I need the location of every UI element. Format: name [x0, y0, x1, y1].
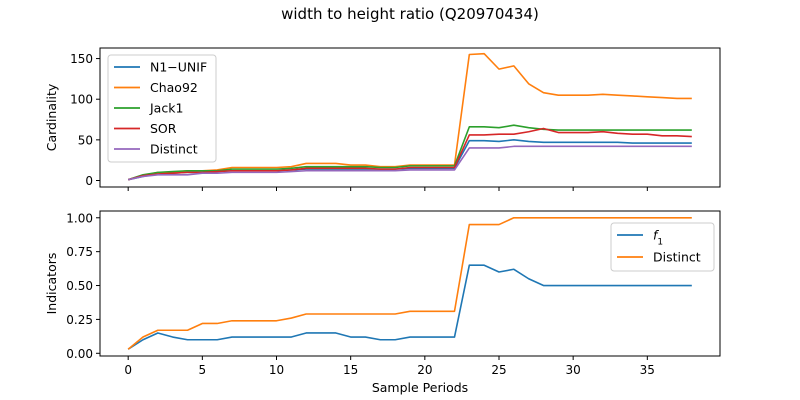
y-tick-label: 50: [78, 133, 93, 147]
x-tick-label: 20: [417, 363, 432, 377]
axes-frame: [99, 47, 721, 188]
legend-label-sor: SOR: [150, 121, 177, 136]
x-tick-label: 25: [491, 363, 506, 377]
legend-label-distinct: Distinct: [150, 142, 198, 157]
y-tick-label: 1.00: [66, 211, 93, 225]
x-tick-label: 5: [199, 363, 207, 377]
cardinality-panel: 0 50 100 150 Cardinality N1−UNIF Chao92 Jack1 SO…: [44, 47, 721, 191]
legend-label-f1: f1: [653, 228, 663, 248]
series-line-chao92: [127, 52, 692, 181]
y-axis-label: Cardinality: [44, 83, 59, 151]
series-line-distinct: [127, 216, 692, 350]
legend-label-chao92: Chao92: [150, 80, 198, 95]
series-line-sor: [127, 127, 692, 181]
y-tick-label: 0.75: [66, 245, 93, 259]
x-tick-label: 30: [566, 363, 581, 377]
series-line-distinct: [128, 145, 692, 181]
y-tick-label: 0: [85, 174, 93, 188]
series-line-f1: [127, 264, 692, 350]
indicators-panel: 0 5 10 15 20 25 30 35 0.00 0.25 0.50 0.75 1.00 Indica…: [44, 210, 721, 395]
y-axis-label: Indicators: [44, 253, 59, 315]
x-tick-label: 10: [269, 363, 284, 377]
y-tick-label: 0.50: [66, 279, 93, 293]
legend-label-distinct: Distinct: [653, 250, 701, 265]
legend-label-n1-unif: N1−UNIF: [150, 60, 207, 75]
series-line-jack1: [127, 124, 692, 181]
x-tick-label: 35: [640, 363, 655, 377]
y-tick-label: 150: [70, 52, 93, 66]
legend: f1 Distinct: [610, 222, 715, 272]
x-axis-label: Sample Periods: [372, 380, 468, 395]
y-tick-label: 0.25: [66, 313, 93, 327]
legend-label-jack1: Jack1: [149, 101, 183, 116]
axes-frame: [99, 210, 721, 357]
x-tick-label: 0: [124, 363, 132, 377]
figure-title: width to height ratio (Q20970434): [281, 5, 539, 23]
legend: N1−UNIF Chao92 Jack1 SOR Distinct: [107, 54, 217, 163]
legend-frame: [107, 54, 217, 163]
y-tick-label: 100: [70, 93, 93, 107]
x-tick-label: 15: [343, 363, 358, 377]
y-tick-label: 0.00: [66, 347, 93, 361]
